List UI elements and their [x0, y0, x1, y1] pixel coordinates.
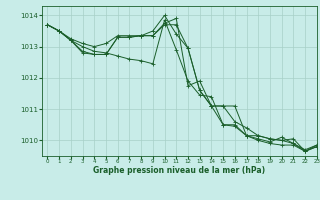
X-axis label: Graphe pression niveau de la mer (hPa): Graphe pression niveau de la mer (hPa): [93, 166, 265, 175]
